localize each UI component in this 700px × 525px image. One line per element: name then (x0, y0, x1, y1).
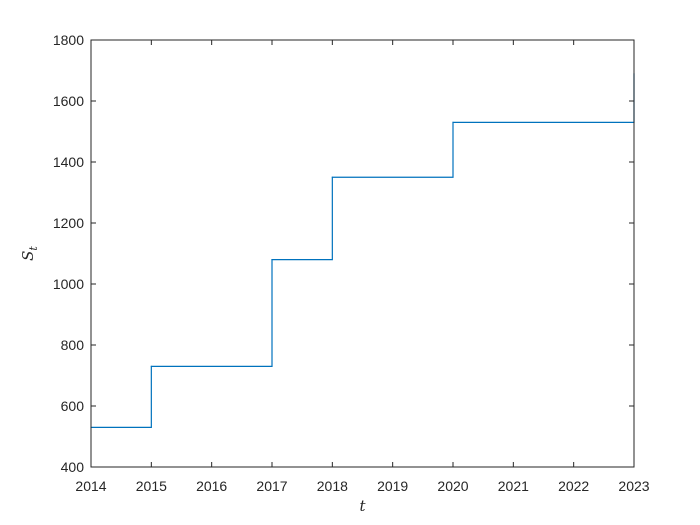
y-tick-label: 400 (61, 459, 85, 475)
data-point (452, 121, 454, 123)
x-tick-label: 2016 (196, 478, 227, 494)
x-tick-label: 2018 (317, 478, 348, 494)
y-tick-label: 1200 (53, 215, 84, 231)
x-tick-label: 2015 (136, 478, 167, 494)
y-axis-label: St (19, 246, 40, 261)
x-tick-label: 2023 (618, 478, 649, 494)
data-point (331, 176, 333, 178)
data-point (150, 365, 152, 367)
y-axis-label-main: S (19, 251, 37, 261)
series-step-line (91, 73, 635, 428)
data-point (271, 259, 273, 261)
x-tick-label: 2022 (558, 478, 589, 494)
x-tick-label: 2017 (256, 478, 287, 494)
axes-box (90, 39, 635, 468)
y-tick-label: 1000 (53, 276, 84, 292)
y-tick-label: 1600 (53, 93, 84, 109)
x-axis-label: t (359, 497, 366, 515)
y-axis-label-subscript: t (27, 246, 40, 251)
y-tick-label: 1800 (53, 32, 84, 48)
x-tick-label: 2020 (437, 478, 468, 494)
tick-layer: 2014 2015 2016 2017 2018 2019 2020 2021 2022 2023… (53, 32, 650, 494)
x-tick-label: 2019 (377, 478, 408, 494)
x-tick-label: 2014 (75, 478, 106, 494)
y-tick-label: 600 (61, 398, 85, 414)
y-tick-label: 1400 (53, 154, 84, 170)
plot-area (91, 40, 634, 467)
y-tick-label: 800 (61, 337, 85, 353)
x-tick-label: 2021 (498, 478, 529, 494)
